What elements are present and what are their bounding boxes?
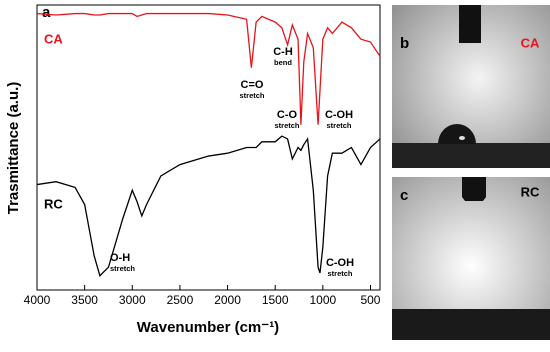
x-tick-label: 2500 — [167, 293, 194, 307]
droplet-highlight — [459, 136, 465, 140]
plot-frame — [36, 4, 381, 291]
x-tick-label: 3500 — [71, 293, 98, 307]
panel-letter: c — [400, 187, 408, 204]
series-line — [36, 135, 381, 277]
x-tick-label: 1500 — [262, 293, 289, 307]
annotation-label: C-OH — [325, 109, 353, 121]
series-line — [36, 12, 381, 125]
x-tick-label: 2000 — [214, 293, 241, 307]
x-tick-label: 1000 — [309, 293, 336, 307]
annotation-note: stretch — [327, 269, 352, 278]
annotation-note: stretch — [274, 121, 299, 130]
panel-label: RC — [521, 184, 540, 199]
annotation-note: bend — [274, 58, 292, 67]
series-label: CA — [44, 31, 63, 46]
annotation-label: C=O — [241, 79, 264, 91]
needle — [459, 5, 481, 43]
panel-letter: a — [42, 4, 51, 21]
needle — [462, 177, 486, 201]
annotation-note: stretch — [110, 264, 135, 273]
annotation-label: C-OH — [326, 257, 354, 269]
panel-letter: b — [400, 35, 409, 52]
series-label: RC — [44, 196, 63, 211]
annotation-label: C-H — [273, 46, 293, 58]
x-tick-label: 3000 — [119, 293, 146, 307]
substrate — [392, 143, 550, 168]
annotation-note: stretch — [239, 91, 264, 100]
y-axis-label: Trasmittance (a.u.) — [5, 82, 22, 215]
annotation-label: C-O — [277, 109, 298, 121]
substrate — [392, 309, 550, 340]
droplet — [438, 124, 476, 144]
x-axis-label: Wavenumber (cm⁻¹) — [137, 319, 279, 336]
annotation-note: stretch — [326, 121, 351, 130]
x-tick-label: 500 — [360, 293, 380, 307]
panel-label: CA — [521, 35, 540, 50]
x-tick-label: 4000 — [24, 293, 51, 307]
annotation-label: O-H — [110, 252, 130, 264]
